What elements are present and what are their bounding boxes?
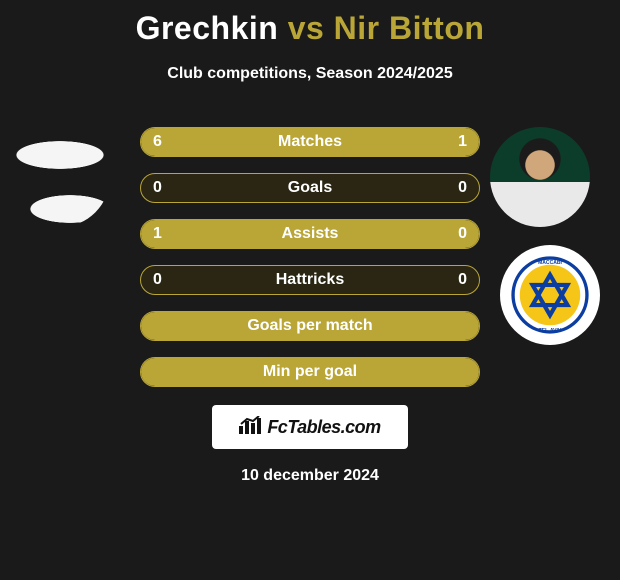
stat-row: 61Matches — [140, 127, 480, 157]
player2-club-logo: MACCABI TEL-AVIV — [500, 245, 600, 345]
player1-avatar — [10, 127, 110, 227]
stat-row: 00Goals — [140, 173, 480, 203]
svg-text:TEL-AVIV: TEL-AVIV — [539, 328, 562, 334]
stat-label: Hattricks — [141, 266, 479, 294]
chart-icon — [239, 416, 261, 439]
svg-text:MACCABI: MACCABI — [538, 260, 562, 266]
stat-label: Goals — [141, 174, 479, 202]
player2-name: Nir Bitton — [334, 10, 485, 46]
subtitle: Club competitions, Season 2024/2025 — [0, 65, 620, 83]
stat-label: Matches — [141, 128, 479, 156]
player2-avatar — [490, 127, 590, 227]
stat-row: Goals per match — [140, 311, 480, 341]
comparison-title: Grechkin vs Nir Bitton — [0, 0, 620, 47]
date-text: 10 december 2024 — [0, 467, 620, 485]
vs-separator: vs — [288, 10, 325, 46]
stat-label: Min per goal — [141, 358, 479, 386]
brand-badge: FcTables.com — [212, 405, 408, 449]
stat-row: 10Assists — [140, 219, 480, 249]
stat-row: Min per goal — [140, 357, 480, 387]
stat-bars: 61Matches 00Goals 10Assists 00Hattricks Goal… — [140, 127, 480, 403]
stat-label: Assists — [141, 220, 479, 248]
stat-row: 00Hattricks — [140, 265, 480, 295]
brand-text: FcTables.com — [267, 417, 380, 438]
stat-label: Goals per match — [141, 312, 479, 340]
comparison-content: MACCABI TEL-AVIV 61Matches 00Goals 10Assis… — [0, 123, 620, 553]
player1-name: Grechkin — [136, 10, 279, 46]
maccabi-logo-icon: MACCABI TEL-AVIV — [500, 245, 600, 345]
